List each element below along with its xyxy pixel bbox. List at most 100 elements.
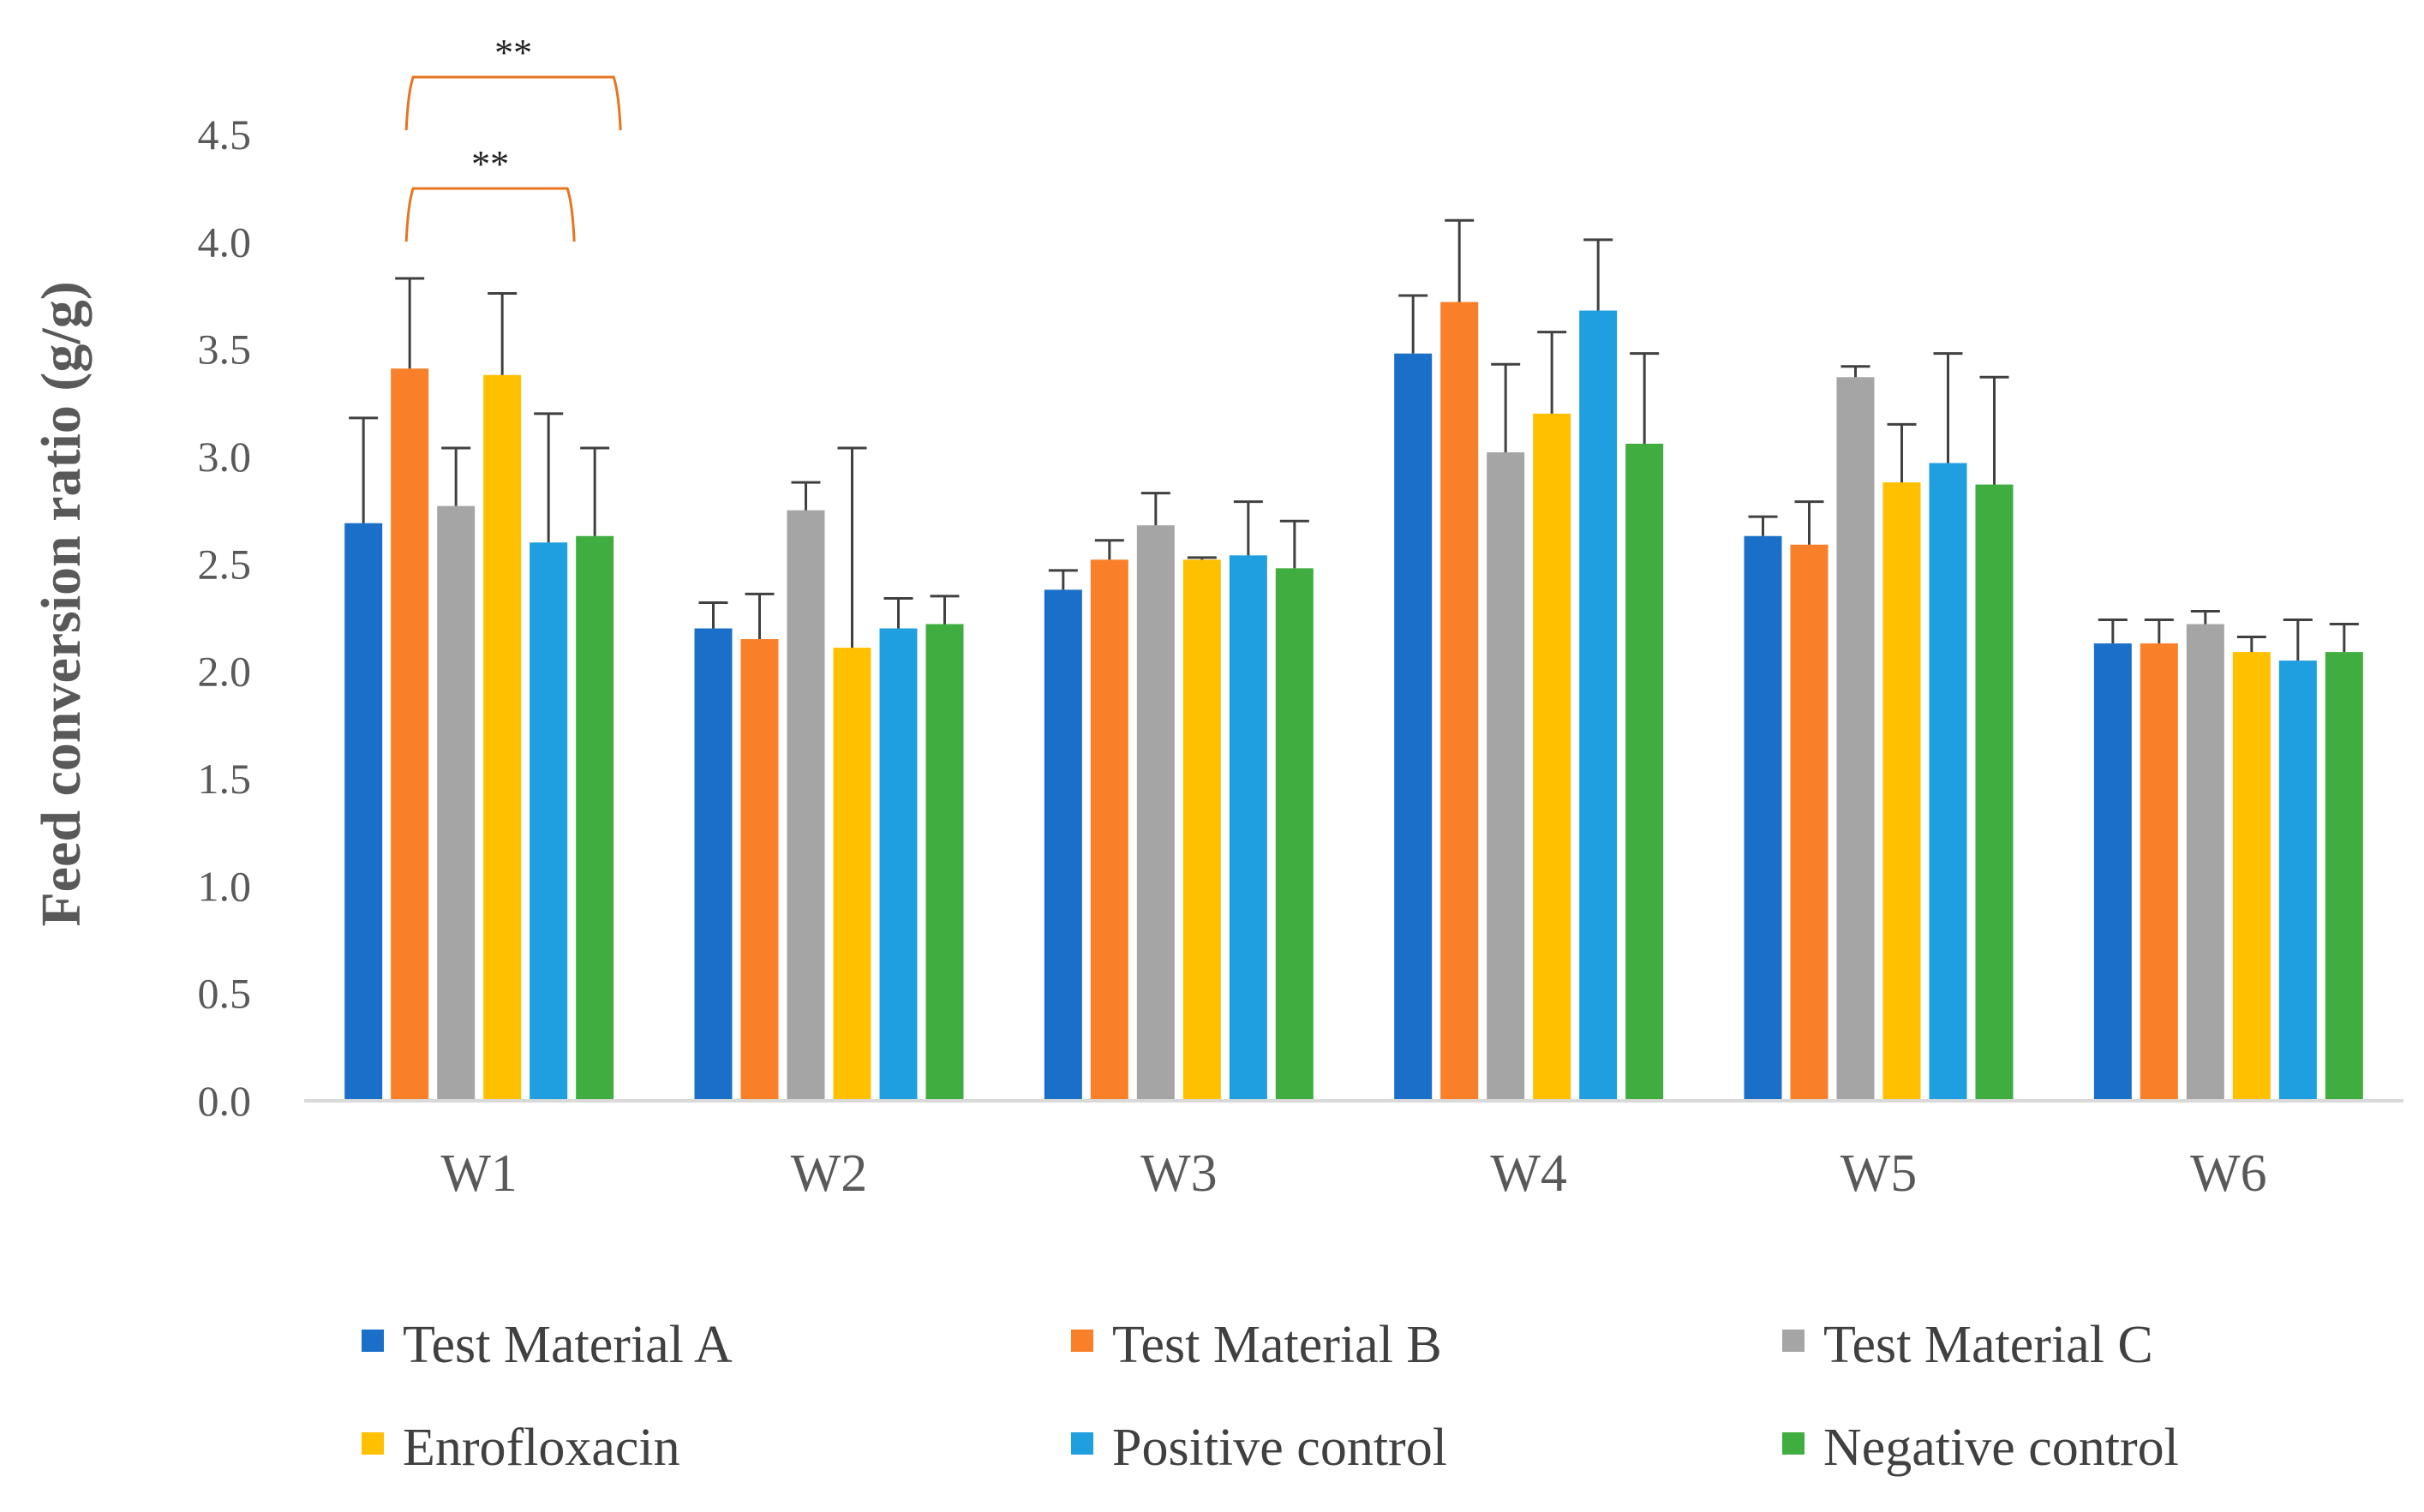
bar — [1044, 589, 1082, 1101]
legend-swatch — [1071, 1432, 1093, 1455]
y-tick-label: 4.5 — [198, 111, 252, 158]
legend-swatch — [362, 1432, 384, 1455]
bar — [1440, 302, 1479, 1101]
error-bar — [2190, 609, 2220, 625]
bar — [1579, 310, 1618, 1102]
error-bar — [1933, 352, 1963, 463]
error-bar — [1583, 238, 1613, 311]
bar — [2093, 643, 2132, 1101]
bar — [1929, 463, 1967, 1101]
y-tick-label: 0.0 — [198, 1077, 252, 1125]
legend: Test Material A Test Material B Test Mater… — [362, 1316, 2179, 1477]
error-bar — [1048, 569, 1078, 590]
bar — [1229, 555, 1267, 1101]
error-bar — [1140, 492, 1170, 526]
error-bar — [1187, 556, 1217, 560]
y-tick-label: 2.5 — [198, 540, 252, 588]
legend-label: Test Material B — [1112, 1316, 1442, 1374]
error-bar — [1094, 539, 1124, 560]
x-tick-label: W5 — [1840, 1144, 1918, 1203]
bar — [925, 624, 964, 1101]
error-bar — [1840, 365, 1870, 378]
error-bar — [883, 596, 913, 629]
legend-item: Test Material B — [1071, 1316, 1442, 1374]
bar — [1090, 559, 1128, 1101]
y-tick-label: 1.0 — [198, 862, 252, 910]
bar — [2186, 624, 2224, 1101]
error-bar — [745, 592, 775, 640]
bar — [740, 639, 779, 1101]
error-bar — [1491, 362, 1521, 452]
bars — [344, 302, 2363, 1102]
x-tick-label: W6 — [2190, 1144, 2267, 1203]
error-bar — [791, 481, 821, 511]
y-axis-ticks: 0.0 0.5 1.0 1.5 2.0 2.5 3.0 3.5 4.0 4.5 — [198, 111, 252, 1125]
error-bar — [1398, 294, 1428, 354]
error-bar — [1445, 218, 1475, 302]
error-bar — [1537, 331, 1567, 414]
y-tick-label: 2.0 — [198, 648, 252, 696]
bar — [437, 505, 476, 1101]
error-bar — [930, 595, 960, 625]
x-tick-label: W1 — [440, 1144, 518, 1203]
error-bar — [2283, 619, 2313, 661]
y-axis-title: Feed conversion ratio (g/g) — [30, 281, 93, 926]
error-bar — [395, 277, 425, 369]
significance-bracket — [404, 187, 576, 242]
bar — [833, 648, 871, 1101]
y-tick-label: 4.0 — [198, 218, 252, 266]
bar — [694, 628, 733, 1101]
error-bar — [1979, 375, 2009, 485]
bar — [1975, 484, 2014, 1101]
legend-swatch — [1782, 1432, 1805, 1455]
legend-item: Enrofloxacin — [362, 1419, 680, 1477]
bar — [1136, 525, 1175, 1101]
bar — [1882, 482, 1921, 1101]
legend-label: Test Material A — [403, 1316, 733, 1374]
error-bar — [534, 412, 564, 543]
error-bar — [1887, 422, 1917, 483]
x-tick-label: W4 — [1490, 1144, 1567, 1203]
bar — [2232, 652, 2271, 1101]
error-bar — [1630, 352, 1660, 444]
bar — [1625, 443, 1664, 1101]
x-axis-labels: W1 W2 W3 W4 W5 W6 — [440, 1144, 2266, 1203]
legend-label: Enrofloxacin — [403, 1419, 680, 1477]
error-bars — [349, 218, 2359, 661]
bar — [1182, 559, 1221, 1101]
error-bar — [441, 446, 471, 506]
legend-label: Positive control — [1112, 1419, 1447, 1477]
error-bar — [2098, 619, 2128, 644]
error-bar — [349, 416, 379, 523]
bar — [1487, 451, 1525, 1101]
significance-label: ** — [471, 143, 509, 185]
bar — [2325, 652, 2363, 1101]
error-bar — [1794, 500, 1824, 545]
legend-item: Test Material C — [1782, 1316, 2153, 1374]
error-bar — [2236, 636, 2266, 653]
error-bar — [1233, 500, 1263, 556]
error-bar — [698, 601, 728, 629]
y-tick-label: 3.0 — [198, 433, 252, 481]
significance-label: ** — [494, 32, 532, 74]
legend-item: Positive control — [1071, 1419, 1447, 1477]
bar — [2278, 660, 2317, 1101]
x-tick-label: W3 — [1140, 1144, 1218, 1203]
bar — [1744, 535, 1782, 1101]
error-bar — [1748, 515, 1778, 536]
legend-item: Test Material A — [362, 1316, 733, 1374]
bar — [1836, 377, 1875, 1102]
bar — [391, 368, 429, 1101]
legend-swatch — [1782, 1330, 1805, 1352]
legend-swatch — [1071, 1330, 1093, 1352]
bar — [1394, 353, 1433, 1101]
bar — [2140, 643, 2178, 1101]
bar — [1790, 544, 1828, 1101]
bar — [879, 628, 918, 1101]
bar — [483, 374, 522, 1101]
legend-swatch — [362, 1330, 384, 1352]
legend-label: Test Material C — [1823, 1316, 2153, 1374]
y-tick-label: 1.5 — [198, 755, 252, 803]
legend-label: Negative control — [1823, 1419, 2179, 1477]
